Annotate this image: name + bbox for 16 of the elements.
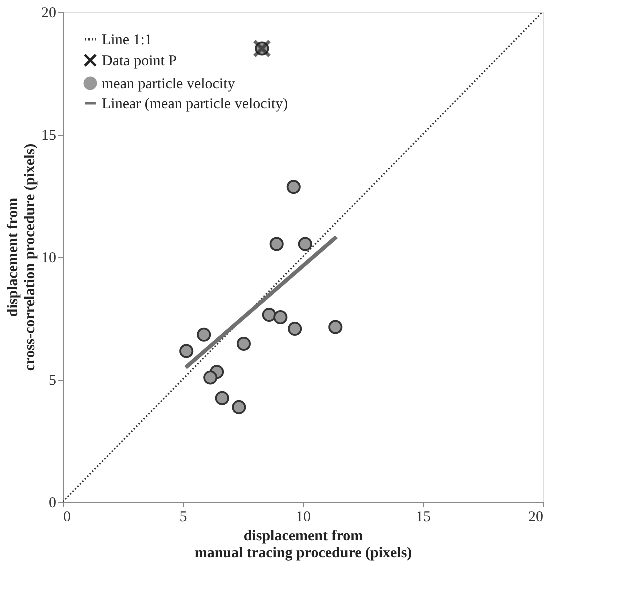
x-axis-title: displacement from manual tracing procedure (pixels) <box>194 528 412 562</box>
x-tick-label: 20 <box>528 510 544 526</box>
legend-label: Line 1:1 <box>102 32 152 48</box>
y-tick-label: 15 <box>42 128 56 144</box>
y-tick-label: 20 <box>42 6 56 22</box>
legend-label: mean particle velocity <box>102 76 236 92</box>
y-tick-label: 10 <box>42 250 56 266</box>
y-tick-label: 5 <box>49 373 56 389</box>
x-tick-label: 5 <box>180 510 188 526</box>
y-tick-label: 0 <box>49 496 56 512</box>
x-tick-label: 10 <box>296 510 311 526</box>
y-axis-title: displacement from cross-correlation procedure (pixels) <box>6 144 38 372</box>
x-tick-label: 0 <box>64 510 71 526</box>
legend-label: Linear (mean particle velocity) <box>102 96 288 112</box>
legend-label: Data point P <box>102 54 177 70</box>
x-tick-label: 15 <box>416 510 431 526</box>
